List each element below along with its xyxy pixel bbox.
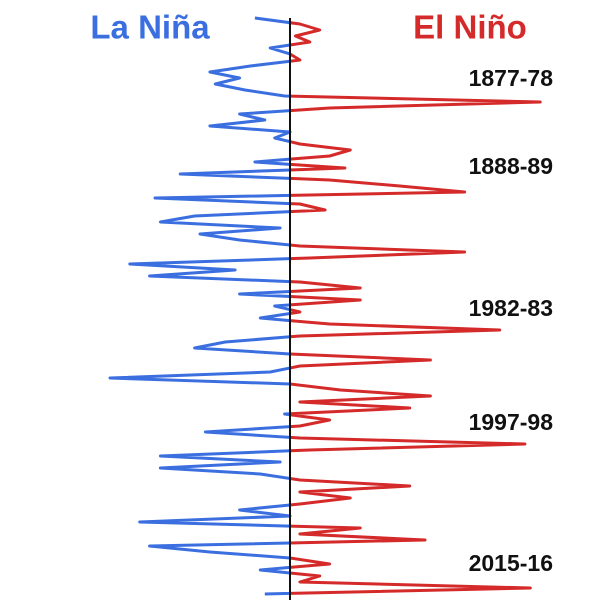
- la-nina-label: La Niña: [90, 9, 210, 46]
- annotation: 1888-89: [469, 153, 553, 179]
- annotation: 1997-98: [469, 409, 554, 435]
- annotation: 1877-78: [469, 65, 554, 91]
- la-nina-line: [108, 16, 290, 596]
- el-nino-line: [290, 21, 542, 595]
- annotation: 1982-83: [469, 295, 553, 321]
- annotation: 2015-16: [469, 550, 553, 576]
- el-nino-label: El Niño: [413, 9, 527, 46]
